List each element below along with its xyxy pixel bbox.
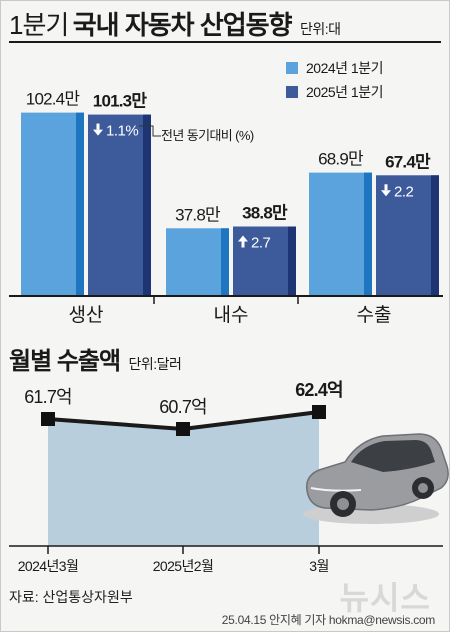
data-point [41, 412, 55, 426]
bar-2024-1 [166, 228, 229, 296]
arrow-head [93, 129, 103, 136]
source-note: 자료: 산업통상자원부 [9, 589, 133, 605]
page-title: 1분기 국내 자동차 산업동향 단위:대 [9, 5, 341, 42]
credit-line: 25.04.15 안지혜 기자 hokma@newsis.com [221, 613, 436, 627]
car-rim-front [337, 498, 349, 510]
point-label: 61.7억 [24, 387, 72, 407]
change-label: 1.1% [106, 123, 138, 140]
line-chart-title: 월별 수출액 단위:달러 [9, 341, 182, 376]
legend-swatch [286, 62, 298, 74]
bar-value-label: 68.9만 [318, 150, 364, 169]
title-unit: 단위:대 [299, 21, 341, 37]
bar-2025-0 [88, 114, 151, 297]
arrow-shaft [96, 123, 100, 130]
car-light [310, 487, 362, 492]
up-arrow-icon [238, 235, 248, 248]
x-tick-label: 2025년2월 [153, 558, 214, 574]
title-quarter: 1분기 [9, 10, 69, 40]
line-chart-title-text: 월별 수출액 [9, 348, 121, 375]
bar-value-label: 67.4만 [385, 152, 431, 171]
arrow-head [381, 190, 391, 197]
arrow-shaft [384, 184, 388, 191]
bar-2024-2 [309, 172, 372, 296]
category-label: 수출 [357, 304, 392, 326]
bar-chart: 102.4만 101.3만 1.1% 37.8만 38.8만 2.7 68.9만 67.4만 2… [9, 60, 443, 326]
bar-2024-0 [21, 112, 84, 297]
x-tick-label: 3월 [309, 558, 328, 574]
watermark-logo: 뉴시스 [339, 580, 431, 616]
title-main: 국내 자동차 산업동향 [72, 10, 293, 40]
annotation-label: 전년 동기대비 (%) [161, 128, 254, 143]
line-chart: 61.7억 2024년3월 60.7억 2025년2월 62.4억 3월 [9, 380, 449, 574]
data-point [312, 405, 326, 419]
area-fill [48, 412, 319, 546]
bar-edge [288, 226, 296, 296]
legend-label: 2024년 1분기 [306, 60, 383, 76]
car-windows [351, 440, 435, 472]
point-label: 62.4억 [295, 380, 343, 400]
line-chart-unit: 단위:달러 [128, 356, 182, 372]
legend-swatch [286, 86, 298, 98]
bar-value-label: 102.4만 [26, 90, 81, 109]
down-arrow-icon [381, 184, 391, 197]
bar-edge [431, 175, 439, 296]
category-label: 내수 [214, 304, 249, 326]
car-rim-rear [418, 483, 428, 493]
x-tick-label: 2024년3월 [18, 558, 79, 574]
title-rule [9, 41, 441, 43]
car-icon [303, 433, 449, 524]
point-label: 60.7억 [159, 397, 207, 417]
bar-edge [143, 114, 151, 297]
change-label: 2.2 [394, 183, 414, 200]
bar-edge [76, 112, 84, 297]
down-arrow-icon [93, 123, 103, 136]
bar-value-label: 38.8만 [242, 204, 288, 223]
bar-value-label: 37.8만 [175, 205, 221, 224]
arrow-shaft [241, 241, 245, 248]
bar-edge [221, 228, 229, 296]
category-label: 생산 [69, 304, 104, 326]
arrow-head [238, 235, 248, 242]
change-label: 2.7 [251, 235, 271, 252]
legend-label: 2025년 1분기 [306, 84, 383, 100]
annotation-leader [139, 125, 161, 137]
bar-edge [364, 172, 372, 296]
bar-value-label: 101.3만 [93, 92, 148, 111]
data-point [176, 422, 190, 436]
